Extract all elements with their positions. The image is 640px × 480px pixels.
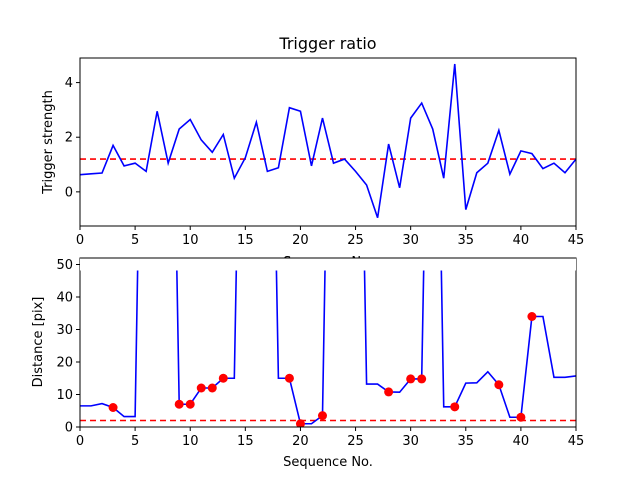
top-x-ticks: 0 5 10 15 20 25 30 35 40 45: [76, 226, 584, 248]
data-marker: [494, 380, 504, 390]
x-tick-label: 25: [347, 434, 364, 449]
y-tick-label: 10: [56, 388, 73, 403]
data-marker: [527, 312, 537, 321]
data-marker: [406, 374, 416, 384]
data-marker: [284, 373, 294, 383]
data-marker: [384, 387, 394, 397]
y-tick-label: 2: [65, 131, 73, 146]
y-tick-label: 4: [65, 76, 73, 91]
y-tick-label: 0: [65, 421, 73, 436]
top-chart: Trigger ratio Trigger strength 0 5 10 15 20 2…: [41, 34, 584, 248]
label-mask: [80, 258, 576, 271]
data-marker: [196, 383, 206, 393]
data-marker: [207, 383, 217, 393]
data-marker: [417, 374, 427, 384]
x-tick-label: 30: [402, 434, 419, 449]
x-tick-label: 0: [76, 434, 84, 449]
data-marker: [218, 373, 228, 383]
x-tick-label: 20: [292, 434, 309, 449]
bottom-y-axis-label: Distance [pix]: [31, 297, 46, 388]
data-marker: [174, 399, 184, 409]
y-tick-label: 0: [65, 185, 73, 200]
y-tick-label: 40: [56, 291, 73, 306]
x-tick-label: 20: [292, 233, 309, 248]
x-tick-label: 40: [513, 233, 530, 248]
x-tick-label: 40: [513, 434, 530, 449]
data-marker: [108, 403, 118, 412]
y-tick-label: 30: [56, 323, 73, 338]
top-series-line: [80, 63, 576, 219]
x-tick-label: 45: [568, 434, 585, 449]
x-tick-label: 10: [182, 434, 199, 449]
bottom-plot-frame: [79, 257, 577, 428]
data-marker: [450, 402, 460, 412]
bottom-y-ticks: 0 10 20 30 40 50: [56, 258, 80, 436]
top-chart-title: Trigger ratio: [278, 34, 376, 53]
data-marker: [516, 412, 526, 422]
data-marker: [185, 399, 195, 409]
bottom-markers: [108, 312, 537, 427]
x-tick-label: 5: [131, 434, 139, 449]
data-marker: [295, 419, 305, 427]
x-tick-label: 15: [237, 434, 254, 449]
x-tick-label: 45: [568, 233, 585, 248]
x-tick-label: 15: [237, 233, 254, 248]
y-tick-label: 50: [56, 258, 73, 273]
y-tick-label: 20: [56, 356, 73, 371]
data-marker: [317, 411, 327, 421]
x-tick-label: 30: [402, 233, 419, 248]
bottom-series-line: [80, 258, 576, 425]
top-plot-frame: [79, 57, 577, 227]
x-tick-label: 0: [76, 233, 84, 248]
bottom-x-ticks: 0 5 10 15 20 25 30 35 40 45: [76, 427, 584, 449]
x-tick-label: 10: [182, 233, 199, 248]
x-tick-label: 35: [458, 233, 475, 248]
bottom-chart: Sequence No. Distance [pix] 0 5 10 15 20 25 30…: [31, 257, 584, 470]
bottom-x-axis-label: Sequence No.: [283, 455, 373, 470]
bottom-threshold-lines: [80, 263, 576, 422]
top-y-axis-label: Trigger strength: [41, 90, 56, 195]
x-tick-label: 35: [458, 434, 475, 449]
top-y-ticks: 0 2 4: [65, 76, 80, 200]
x-tick-label: 25: [347, 233, 364, 248]
x-tick-label: 5: [131, 233, 139, 248]
